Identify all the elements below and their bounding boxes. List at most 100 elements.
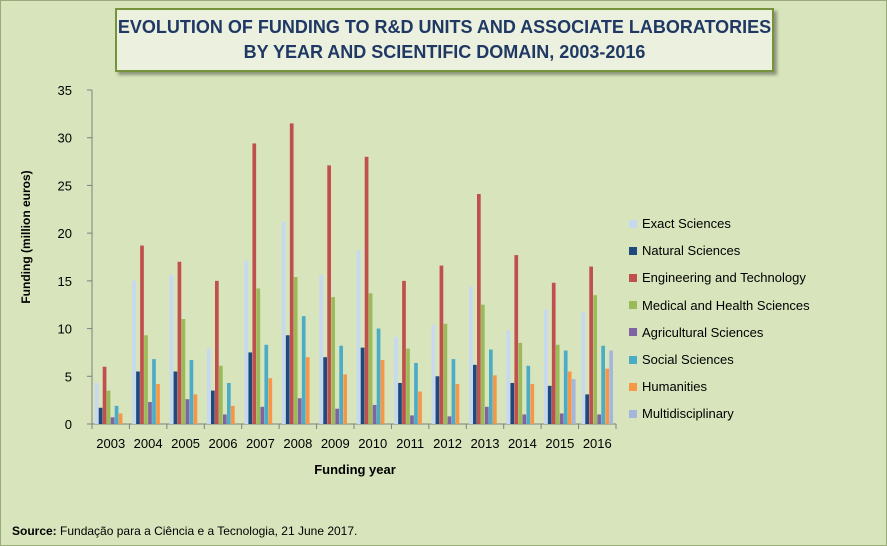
bar-engineering-and-technology xyxy=(327,165,331,424)
bar-agricultural-sciences xyxy=(372,404,377,424)
y-tick-label: 0 xyxy=(65,417,72,432)
bar-engineering-and-technology xyxy=(514,255,519,424)
bar-natural-sciences xyxy=(285,335,290,424)
x-tick-label: 2015 xyxy=(545,436,574,451)
legend-item: Agricultural Sciences xyxy=(627,319,847,346)
y-tick-label: 5 xyxy=(65,369,72,384)
bar-engineering-and-technology xyxy=(402,280,406,424)
bar-agricultural-sciences xyxy=(522,414,527,424)
bar-social-sciences xyxy=(264,344,269,424)
bar-social-sciences xyxy=(114,405,119,424)
bar-engineering-and-technology xyxy=(589,266,593,424)
bar-natural-sciences xyxy=(136,371,140,424)
bar-engineering-and-technology xyxy=(215,280,219,424)
bar-exact-sciences xyxy=(431,324,436,424)
x-tick-label: 2005 xyxy=(171,436,200,451)
bar-medical-and-health-sciences xyxy=(443,323,448,424)
bar-humanities xyxy=(193,394,198,424)
legend-label: Engineering and Technology xyxy=(642,270,806,286)
bar-agricultural-sciences xyxy=(185,399,190,424)
legend-swatch xyxy=(629,246,637,255)
bar-natural-sciences xyxy=(360,347,365,424)
bar-engineering-and-technology xyxy=(364,156,369,425)
bar-social-sciences xyxy=(152,359,156,424)
legend-item: Medical and Health Sciences xyxy=(627,292,847,319)
x-tick-label: 2010 xyxy=(358,436,387,451)
bar-agricultural-sciences xyxy=(110,417,115,424)
bar-humanities xyxy=(156,383,160,424)
bar-medical-and-health-sciences xyxy=(406,348,410,424)
x-tick-label: 2008 xyxy=(283,436,312,451)
bar-exact-sciences xyxy=(244,260,249,424)
bar-natural-sciences xyxy=(510,382,515,424)
bar-multidisciplinary xyxy=(609,350,613,424)
bar-social-sciences xyxy=(601,345,605,424)
bar-social-sciences xyxy=(301,316,306,424)
source-note: Source: Fundação para a Ciência e a Tecn… xyxy=(12,524,357,538)
bar-exact-sciences xyxy=(543,309,548,424)
chart-title-line-2: BY YEAR AND SCIENTIFIC DOMAIN, 2003-2016 xyxy=(243,42,646,62)
legend-swatch xyxy=(629,301,637,310)
x-tick-label: 2014 xyxy=(508,436,537,451)
legend-swatch xyxy=(629,382,637,391)
bar-natural-sciences xyxy=(473,364,477,424)
bar-exact-sciences xyxy=(394,337,398,424)
legend-item: Natural Sciences xyxy=(627,237,847,264)
bar-medical-and-health-sciences xyxy=(518,342,523,424)
bar-medical-and-health-sciences xyxy=(481,304,485,424)
bar-engineering-and-technology xyxy=(477,194,481,424)
legend-label: Social Sciences xyxy=(642,352,734,368)
bar-social-sciences xyxy=(563,350,568,424)
y-tick-label: 25 xyxy=(58,178,72,193)
x-tick-label: 2003 xyxy=(96,436,125,451)
bar-engineering-and-technology xyxy=(289,123,294,425)
bar-medical-and-health-sciences xyxy=(555,344,560,424)
bar-social-sciences xyxy=(526,365,531,424)
bar-social-sciences xyxy=(489,349,493,424)
bar-social-sciences xyxy=(189,360,194,424)
x-tick-label: 2007 xyxy=(246,436,275,451)
bar-humanities xyxy=(118,413,123,424)
bar-humanities xyxy=(343,374,347,424)
chart-title-box: EVOLUTION OF FUNDING TO R&D UNITS AND AS… xyxy=(115,8,774,72)
bar-agricultural-sciences xyxy=(297,398,302,424)
legend-item: Exact Sciences xyxy=(627,210,847,237)
x-tick-label: 2004 xyxy=(134,436,163,451)
x-tick-label: 2006 xyxy=(209,436,238,451)
bar-humanities xyxy=(567,371,572,424)
bar-humanities xyxy=(268,378,273,424)
bar-agricultural-sciences xyxy=(447,416,452,424)
bar-engineering-and-technology xyxy=(177,261,182,424)
bar-humanities xyxy=(530,383,535,424)
bar-humanities xyxy=(455,383,460,424)
bar-exact-sciences xyxy=(132,280,136,424)
bar-medical-and-health-sciences xyxy=(368,293,373,424)
x-tick-label: 2011 xyxy=(396,436,424,451)
x-tick-label: 2013 xyxy=(471,436,500,451)
bar-humanities xyxy=(493,375,497,424)
bar-exact-sciences xyxy=(356,250,361,424)
x-tick-label: 2016 xyxy=(583,436,612,451)
y-tick-label: 20 xyxy=(58,226,72,241)
legend-swatch xyxy=(629,409,637,418)
bar-humanities xyxy=(380,360,385,424)
legend-item: Multidisciplinary xyxy=(627,400,847,427)
legend-label: Agricultural Sciences xyxy=(642,324,764,340)
bar-natural-sciences xyxy=(98,407,103,424)
bar-exact-sciences xyxy=(281,221,286,424)
legend-item: Social Sciences xyxy=(627,346,847,373)
bar-engineering-and-technology xyxy=(252,143,257,424)
bar-medical-and-health-sciences xyxy=(219,365,223,424)
legend-swatch xyxy=(629,355,637,364)
bar-medical-and-health-sciences xyxy=(256,288,261,424)
legend-label: Medical and Health Sciences xyxy=(642,297,810,313)
legend-swatch xyxy=(629,328,637,337)
legend-label: Multidisciplinary xyxy=(642,406,734,422)
bar-medical-and-health-sciences xyxy=(593,295,597,424)
bar-agricultural-sciences xyxy=(260,406,265,424)
bar-agricultural-sciences xyxy=(597,414,601,424)
bar-engineering-and-technology xyxy=(551,282,556,424)
y-tick-label: 35 xyxy=(58,83,72,98)
legend-item: Engineering and Technology xyxy=(627,264,847,291)
bar-medical-and-health-sciences xyxy=(293,277,298,424)
